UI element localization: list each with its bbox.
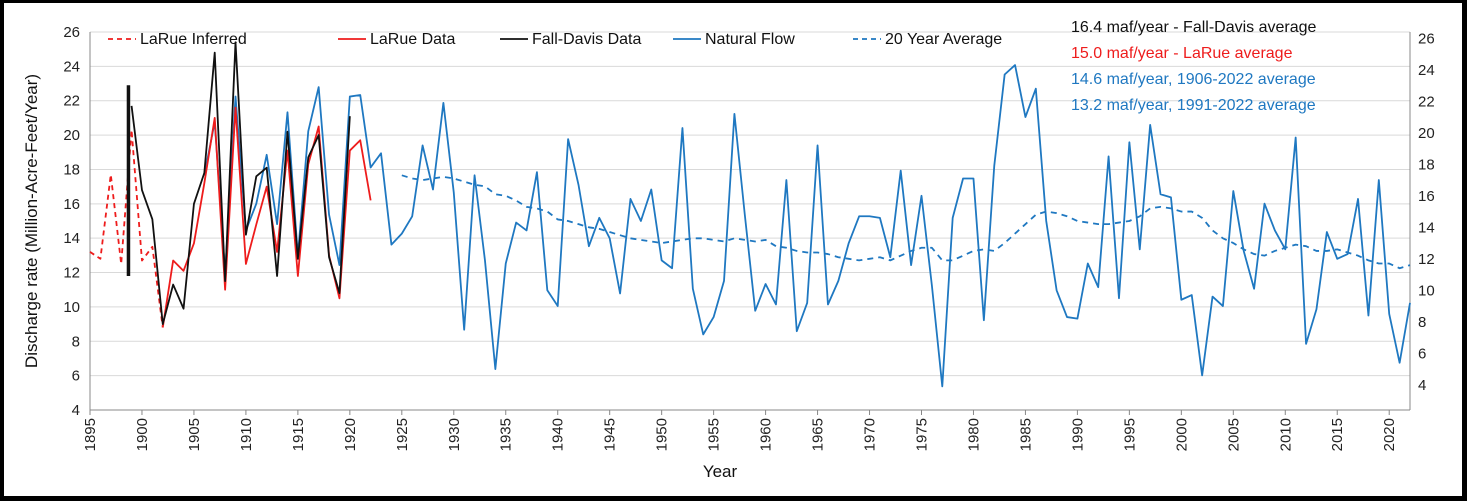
x-tick-label-1985: 1985 — [1017, 418, 1034, 451]
x-tick-label-1925: 1925 — [394, 418, 411, 451]
y-tick-label-6: 6 — [72, 368, 80, 385]
y-tick-label-20: 20 — [63, 127, 80, 144]
y-tick-label-12: 12 — [63, 265, 80, 282]
y-tick-label-26: 26 — [63, 24, 80, 41]
legend-label-natural_flow: Natural Flow — [705, 31, 795, 48]
y2-tick-label-16: 16 — [1418, 188, 1435, 205]
x-tick-label-1970: 1970 — [862, 418, 879, 451]
x-tick-label-2020: 2020 — [1381, 418, 1398, 451]
chart-panel: 4 6 8 10 12 14 16 18 20 22 24 26 4 6 8 10 12 14 16 18 20 22 24… — [4, 3, 1462, 496]
x-tick-label-2005: 2005 — [1225, 418, 1242, 451]
y2-tick-label-14: 14 — [1418, 219, 1435, 236]
x-tick-label-1930: 1930 — [446, 418, 463, 451]
x-tick-label-2015: 2015 — [1329, 418, 1346, 451]
annotation-3: 14.6 maf/year, 1906-2022 average — [1071, 71, 1316, 88]
x-tick-label-1960: 1960 — [758, 418, 775, 451]
series-line-20-year-average — [401, 174, 1411, 270]
x-tick-label-1980: 1980 — [965, 418, 982, 451]
x-tick-label-1915: 1915 — [290, 418, 307, 451]
y2-tick-label-4: 4 — [1418, 377, 1426, 394]
x-tick-label-2000: 2000 — [1173, 418, 1190, 451]
annotation-1: 16.4 maf/year - Fall-Davis average — [1071, 19, 1317, 36]
legend-label-falldavis_data: Fall-Davis Data — [532, 31, 641, 48]
x-tick-label-1945: 1945 — [602, 418, 619, 451]
y-tick-label-8: 8 — [72, 333, 80, 350]
x-tick-label-1895: 1895 — [82, 418, 99, 451]
y-axis-title: Discharge rate (Million-Acre-Feet/Year) — [22, 74, 41, 368]
x-tick-label-1905: 1905 — [186, 418, 203, 451]
y2-tick-label-6: 6 — [1418, 345, 1426, 362]
legend: LaRue Inferred LaRue Data Fall-Davis Data N… — [108, 31, 1002, 48]
x-axis-title: Year — [703, 462, 738, 481]
y2-tick-label-8: 8 — [1418, 314, 1426, 331]
y2-tick-label-22: 22 — [1418, 93, 1435, 110]
y-tick-label-18: 18 — [63, 161, 80, 178]
series-layer — [89, 41, 1411, 388]
y-tick-label-24: 24 — [63, 58, 80, 75]
series-line-natural-flow — [203, 64, 1411, 388]
legend-label-larue_data: LaRue Data — [370, 31, 455, 48]
y-tick-label-22: 22 — [63, 93, 80, 110]
axes — [89, 32, 1411, 415]
annotation-4: 13.2 maf/year, 1991-2022 average — [1071, 97, 1316, 114]
series-line-larue-data — [161, 106, 372, 328]
annotation-2: 15.0 maf/year - LaRue average — [1071, 45, 1293, 62]
x-tick-label-1965: 1965 — [810, 418, 827, 451]
x-tick-label-1990: 1990 — [1069, 418, 1086, 451]
y-tick-label-10: 10 — [63, 299, 80, 316]
series-line-fall-davis-data — [130, 41, 351, 325]
x-tick-label-1900: 1900 — [134, 418, 151, 451]
y2-tick-label-12: 12 — [1418, 251, 1435, 268]
x-tick-label-1940: 1940 — [550, 418, 567, 451]
x-tick-label-1950: 1950 — [654, 418, 671, 451]
discharge-chart: 4 6 8 10 12 14 16 18 20 22 24 26 4 6 8 10 12 14 16 18 20 22 24… — [22, 19, 1435, 481]
x-tick-label-1910: 1910 — [238, 418, 255, 451]
x-tick-label-1975: 1975 — [913, 418, 930, 451]
y-tick-label-14: 14 — [63, 230, 80, 247]
y2-tick-label-26: 26 — [1418, 30, 1435, 47]
y2-tick-label-20: 20 — [1418, 125, 1435, 142]
x-tick-label-1995: 1995 — [1121, 418, 1138, 451]
legend-label-avg20: 20 Year Average — [885, 31, 1002, 48]
legend-label-larue_inferred: LaRue Inferred — [140, 31, 247, 48]
y-tick-label-16: 16 — [63, 196, 80, 213]
x-tick-label-2010: 2010 — [1277, 418, 1294, 451]
x-tick-label-1935: 1935 — [498, 418, 515, 451]
x-tick-label-1920: 1920 — [342, 418, 359, 451]
y-tick-label-4: 4 — [72, 402, 80, 419]
y2-tick-label-24: 24 — [1418, 62, 1435, 79]
series-line-larue-inferred — [89, 129, 164, 328]
y2-tick-label-10: 10 — [1418, 282, 1435, 299]
tick-labels: 4 6 8 10 12 14 16 18 20 22 24 26 4 6 8 10 12 14 16 18 20 22 24… — [63, 24, 1434, 451]
gridlines — [90, 31, 1410, 411]
annotations: 16.4 maf/year - Fall-Davis average 15.0 m… — [1071, 19, 1317, 114]
y2-tick-label-18: 18 — [1418, 156, 1435, 173]
x-tick-label-1955: 1955 — [706, 418, 723, 451]
